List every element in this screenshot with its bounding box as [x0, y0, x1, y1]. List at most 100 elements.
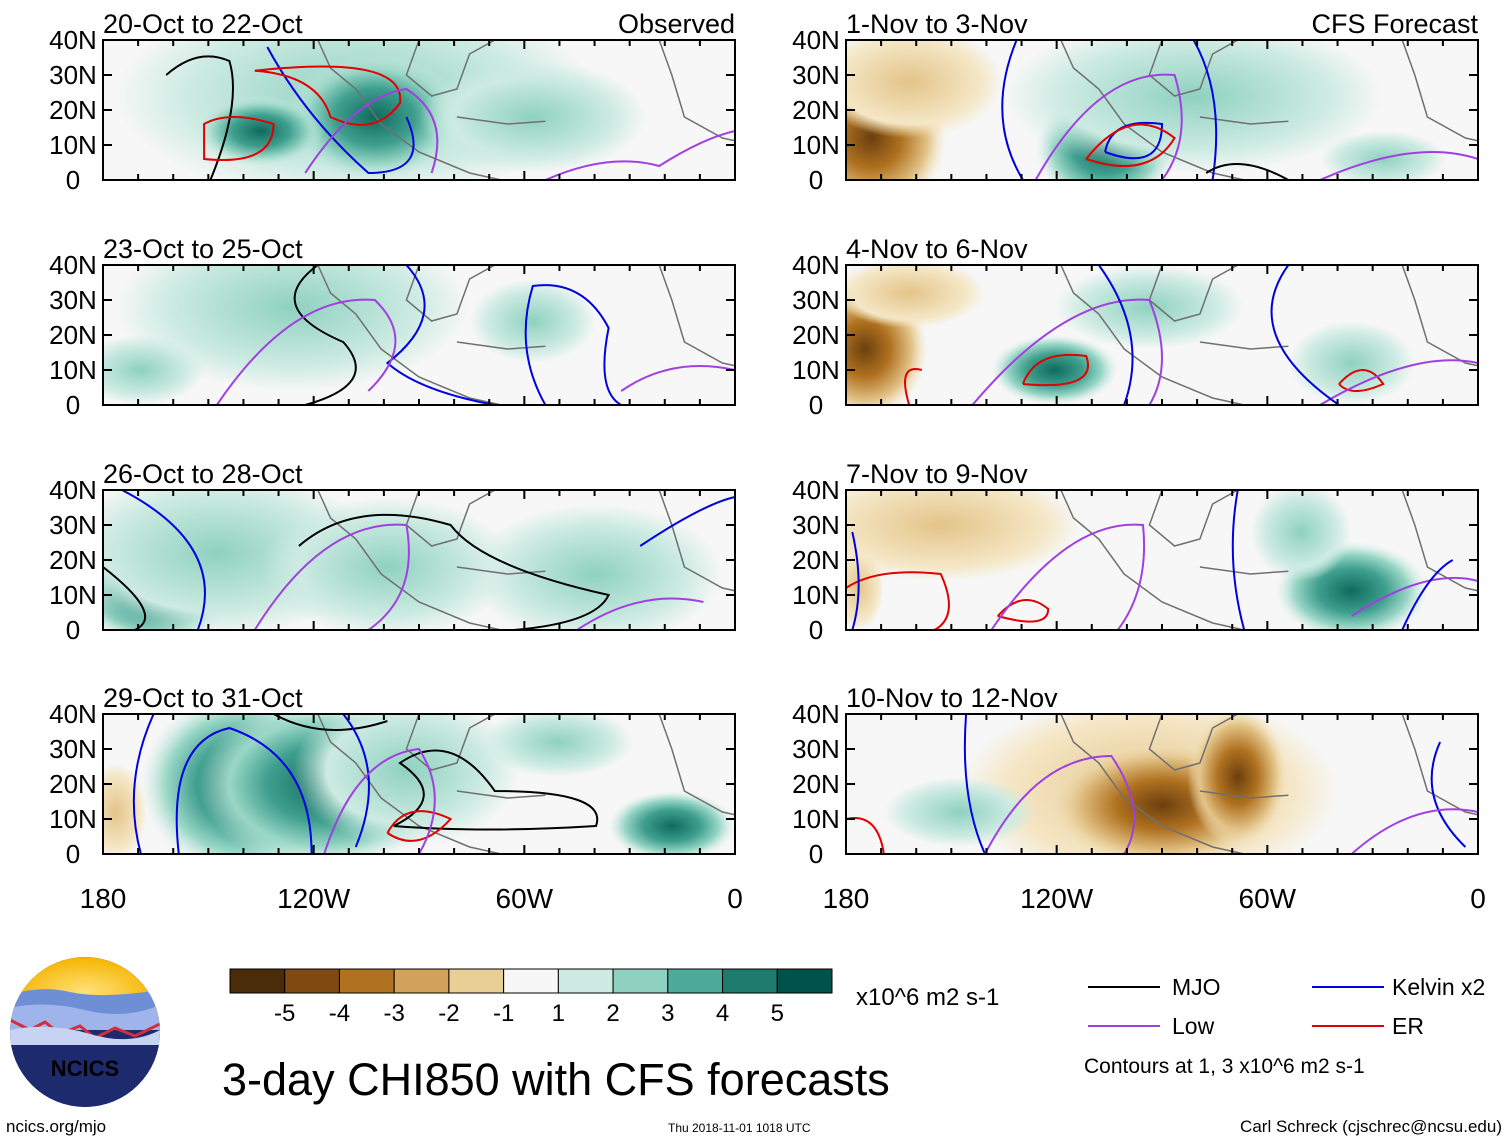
y-tick-label: 20N [49, 320, 97, 350]
contour-line [203, 116, 275, 161]
y-tick-label: 0 [66, 839, 80, 869]
y-tick-label: 10N [49, 804, 97, 834]
anomaly-shading [419, 61, 647, 173]
x-tick-label: 180 [80, 883, 127, 914]
y-tick-label: 0 [809, 390, 823, 420]
panel-date-label: 29-Oct to 31-Oct [103, 683, 303, 713]
anomaly-shading [1187, 714, 1289, 847]
anomaly-shading [103, 335, 205, 405]
y-tick-label: 40N [49, 475, 97, 505]
contour-line [254, 65, 402, 126]
colorbar-units: x10^6 m2 s-1 [856, 984, 999, 1011]
anomaly-shading [292, 714, 521, 847]
y-tick-label: 40N [49, 25, 97, 55]
anomaly-shading [1004, 40, 1384, 173]
contour-line [1350, 808, 1478, 854]
contour-line [544, 130, 735, 180]
x-tick-label: 180 [823, 883, 870, 914]
anomaly-shading [991, 335, 1118, 405]
contour-line [323, 747, 436, 854]
x-axis-labels-left: 180 120W 60W 0 [80, 883, 743, 914]
contour-line [175, 726, 313, 854]
anomaly-shading [197, 96, 325, 166]
panel-forecast-1: 40N 30N 20N 10N 0 1-Nov to 3-Nov CFS Forecast [792, 9, 1479, 195]
y-tick-label: 20N [792, 769, 840, 799]
colorbar-tick-label: -4 [329, 1000, 350, 1027]
y-tick-label: 0 [66, 165, 80, 195]
colorbar-tick-label: 1 [552, 1000, 565, 1027]
y-tick-label: 20N [49, 769, 97, 799]
contour-line [121, 490, 206, 630]
colorbar-tick-label: -3 [384, 1000, 405, 1027]
panel-date-label: 26-Oct to 28-Oct [103, 459, 303, 489]
legend-label-er: ER [1392, 1013, 1424, 1039]
y-tick-label: 0 [809, 839, 823, 869]
anomaly-shading [469, 279, 596, 363]
panel-forecast-2: 40N 30N 20N 10N 0 4-Nov to 6-Nov [792, 234, 1479, 420]
y-tick-label: 20N [792, 545, 840, 575]
y-tick-label: 30N [49, 734, 97, 764]
contour-line [846, 571, 950, 630]
anomaly-shading [1054, 265, 1245, 349]
footer-author: Carl Schreck (cjschrec@ncsu.edu) [1240, 1117, 1502, 1136]
y-tick-label: 30N [792, 285, 840, 315]
contour-line [1231, 490, 1246, 630]
contour-line [304, 87, 439, 174]
contour-line [1192, 40, 1218, 180]
contour-line [963, 714, 986, 854]
contour-line [385, 265, 495, 405]
colorbar-box [722, 968, 778, 994]
figure-title: 3-day CHI850 with CFS forecasts [222, 1054, 890, 1105]
colorbar-box [557, 968, 614, 994]
colorbar-box [284, 968, 340, 994]
legend-label-low: Low [1172, 1013, 1215, 1039]
y-tick-label: 40N [792, 25, 840, 55]
y-tick-label: 40N [49, 250, 97, 280]
y-tick-label: 0 [809, 165, 823, 195]
contour-line [215, 298, 397, 405]
contour-line [103, 566, 147, 630]
panel-observed-4: 40N 30N 20N 10N 0 29-Oct to 31-Oct [49, 683, 736, 869]
contour-line [165, 55, 234, 180]
coastline [317, 714, 735, 854]
contour-line [1205, 163, 1289, 180]
colorbar-box [612, 968, 669, 994]
panel-forecast-3: 40N 30N 20N 10N 0 7-Nov to 9-Nov [792, 459, 1479, 645]
y-tick-label: 30N [792, 60, 840, 90]
panel-date-label: 20-Oct to 22-Oct [103, 9, 303, 39]
anomaly-shading [608, 791, 735, 854]
ncics-logo: NCICS [10, 957, 160, 1107]
contour-line [273, 714, 388, 731]
x-tick-label: 60W [1239, 883, 1297, 914]
panel-date-label: 10-Nov to 12-Nov [846, 683, 1058, 713]
y-tick-label: 20N [49, 545, 97, 575]
colorbar-tick-label: 3 [661, 1000, 674, 1027]
coastline [1060, 40, 1478, 180]
coastline [1060, 265, 1478, 405]
colorbar-tick-label: 2 [606, 1000, 619, 1027]
contour-line [1085, 123, 1176, 167]
x-tick-label: 120W [1020, 883, 1094, 914]
contour-line [971, 298, 1163, 405]
colorbar-tick-label: 5 [771, 1000, 784, 1027]
footer-url[interactable]: ncics.org/mjo [6, 1117, 106, 1136]
legend-label-mjo: MJO [1172, 974, 1221, 1000]
contour-line [1430, 741, 1467, 848]
footer-timestamp: Thu 2018-11-01 1018 UTC [668, 1121, 811, 1135]
colorbar-box [776, 968, 833, 994]
y-tick-label: 40N [792, 475, 840, 505]
contour-line [1319, 359, 1478, 405]
coastline [1060, 714, 1478, 854]
colorbar-tick-label: 4 [716, 1000, 729, 1027]
contour-line [1034, 73, 1183, 180]
legend-label-kelvin: Kelvin x2 [1392, 974, 1485, 1000]
coastline [317, 490, 735, 630]
contour-line [393, 749, 599, 831]
y-tick-label: 10N [792, 804, 840, 834]
x-tick-label: 0 [1470, 883, 1486, 914]
contour-line [1270, 265, 1340, 405]
panel-observed-2: 40N 30N 20N 10N 0 23-Oct to 25-Oct [49, 234, 736, 420]
y-tick-label: 30N [792, 734, 840, 764]
panel-date-label: 4-Nov to 6-Nov [846, 234, 1028, 264]
